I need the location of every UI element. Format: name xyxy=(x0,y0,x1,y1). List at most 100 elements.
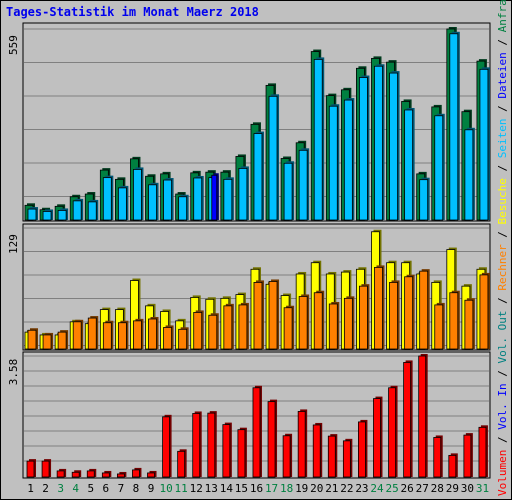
bar-rechner xyxy=(178,327,189,350)
bar-dateien xyxy=(102,175,114,221)
legend-part: / xyxy=(496,364,509,384)
x-tick-label: 20 xyxy=(310,482,323,495)
bar-volumen xyxy=(403,360,413,478)
bar-dateien xyxy=(343,98,355,221)
bar-rechner xyxy=(404,274,415,350)
x-tick-label: 12 xyxy=(190,482,203,495)
bar-rechner xyxy=(148,316,159,350)
legend-part: Vol. Out xyxy=(496,311,509,364)
bar-rechner xyxy=(253,280,264,350)
bar-volumen xyxy=(41,459,52,478)
page-title: Tages-Statistik im Monat Maerz 2018 xyxy=(6,5,259,19)
legend-part: Anfragen xyxy=(496,0,509,32)
bar-volumen xyxy=(71,470,82,478)
bar-volumen xyxy=(282,433,293,478)
bar-rechner xyxy=(389,280,400,350)
bar-seiten xyxy=(211,173,219,221)
bar-volumen xyxy=(237,427,247,478)
x-tick-label: 24 xyxy=(370,482,384,495)
bar-rechner xyxy=(359,284,370,350)
bar-volumen xyxy=(192,411,202,478)
bar-dateien xyxy=(238,166,249,221)
bar-dateien xyxy=(449,31,460,221)
x-tick-label: 5 xyxy=(87,482,94,495)
x-tick-label: 11 xyxy=(175,482,188,495)
y-max-label-hits: 559 xyxy=(7,35,20,55)
right-legend: Volumen / Vol. In / Vol. Out / Rechner /… xyxy=(496,0,509,496)
legend-part: Besuche xyxy=(496,178,509,224)
bar-dateien xyxy=(374,64,385,221)
bar-dateien xyxy=(57,208,69,221)
bar-dateien xyxy=(253,131,264,221)
bar-dateien xyxy=(42,209,54,221)
bar-dateien xyxy=(389,71,400,221)
x-tick-label: 6 xyxy=(103,482,110,495)
bar-rechner xyxy=(193,310,204,350)
bar-rechner xyxy=(449,290,460,350)
x-tick-label: 14 xyxy=(220,482,234,495)
bar-rechner xyxy=(343,296,355,350)
bar-volumen xyxy=(463,433,473,478)
bar-dateien xyxy=(298,148,310,221)
bar-dateien xyxy=(133,167,144,221)
x-tick-label: 7 xyxy=(118,482,125,495)
x-tick-label: 9 xyxy=(148,482,155,495)
bar-rechner xyxy=(42,332,54,350)
bar-dateien xyxy=(313,57,325,221)
legend-part: / xyxy=(496,158,509,178)
bar-rechner xyxy=(374,265,385,350)
x-tick-label: 21 xyxy=(325,482,338,495)
x-tick-label: 22 xyxy=(340,482,353,495)
bar-volumen xyxy=(327,434,338,478)
x-tick-label: 4 xyxy=(72,482,79,495)
x-tick-label: 3 xyxy=(57,482,64,495)
bar-volumen xyxy=(222,422,232,478)
bar-dateien xyxy=(178,194,189,221)
bar-rechner xyxy=(283,305,295,350)
bar-rechner xyxy=(313,290,325,350)
bar-volumen xyxy=(177,449,187,478)
legend-part: Volumen xyxy=(496,450,509,496)
bar-volumen xyxy=(267,399,278,478)
bar-rechner xyxy=(419,269,430,350)
bar-volumen xyxy=(388,385,398,478)
x-tick-label: 25 xyxy=(385,482,398,495)
bar-dateien xyxy=(193,175,204,221)
x-tick-label: 31 xyxy=(476,482,489,495)
bar-dateien xyxy=(434,113,445,221)
x-tick-label: 28 xyxy=(431,482,444,495)
bar-rechner xyxy=(117,320,129,350)
bar-rechner xyxy=(27,328,38,350)
x-tick-label: 8 xyxy=(133,482,140,495)
bar-rechner xyxy=(57,330,69,350)
bar-volumen xyxy=(433,435,443,478)
x-tick-label: 29 xyxy=(446,482,459,495)
legend-part: / xyxy=(496,430,509,450)
y-max-label-volume: 3.58 xyxy=(7,359,20,386)
bar-volumen xyxy=(116,471,127,478)
bar-dateien xyxy=(117,185,129,221)
bar-volumen xyxy=(86,468,97,478)
bar-dateien xyxy=(87,199,99,221)
bar-volumen xyxy=(448,453,458,478)
bar-volumen xyxy=(418,354,428,478)
legend-part: / xyxy=(496,291,509,311)
bar-dateien xyxy=(283,161,295,221)
bar-volumen xyxy=(147,470,157,478)
bar-volumen xyxy=(358,419,368,478)
bar-rechner xyxy=(133,318,144,350)
bar-rechner xyxy=(238,302,249,350)
legend-part: Rechner xyxy=(496,244,509,291)
bar-rechner xyxy=(163,325,174,350)
bar-volumen xyxy=(297,409,308,478)
bar-volumen xyxy=(252,385,262,478)
bar-volumen xyxy=(312,422,323,478)
x-tick-label: 19 xyxy=(295,482,308,495)
bar-dateien xyxy=(359,75,370,221)
legend-part: / xyxy=(496,32,509,52)
bar-rechner xyxy=(208,313,219,350)
bar-volumen xyxy=(162,414,172,478)
bar-volumen xyxy=(342,438,353,478)
legend-part: / xyxy=(496,224,509,244)
